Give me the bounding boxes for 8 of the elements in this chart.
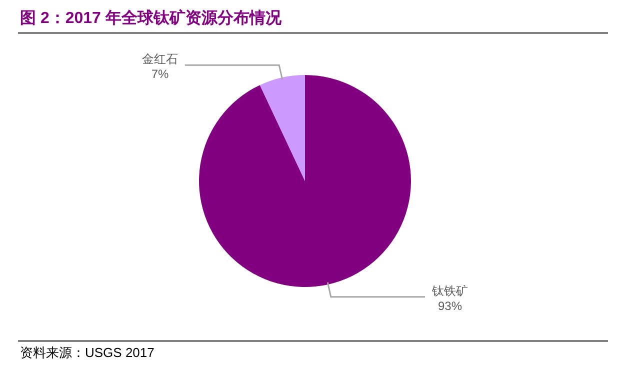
chart-title: 图 2：2017 年全球钛矿资源分布情况 xyxy=(20,9,282,27)
pie-slice xyxy=(199,75,411,287)
text: 资料来源：USGS 2017 xyxy=(20,345,154,360)
slice-label: 钛铁矿 xyxy=(431,284,468,298)
pie-slice xyxy=(260,75,305,181)
data-label: 7% xyxy=(151,67,169,82)
slice-label: 金红石 xyxy=(142,52,178,66)
data-label: 93% xyxy=(438,298,462,313)
